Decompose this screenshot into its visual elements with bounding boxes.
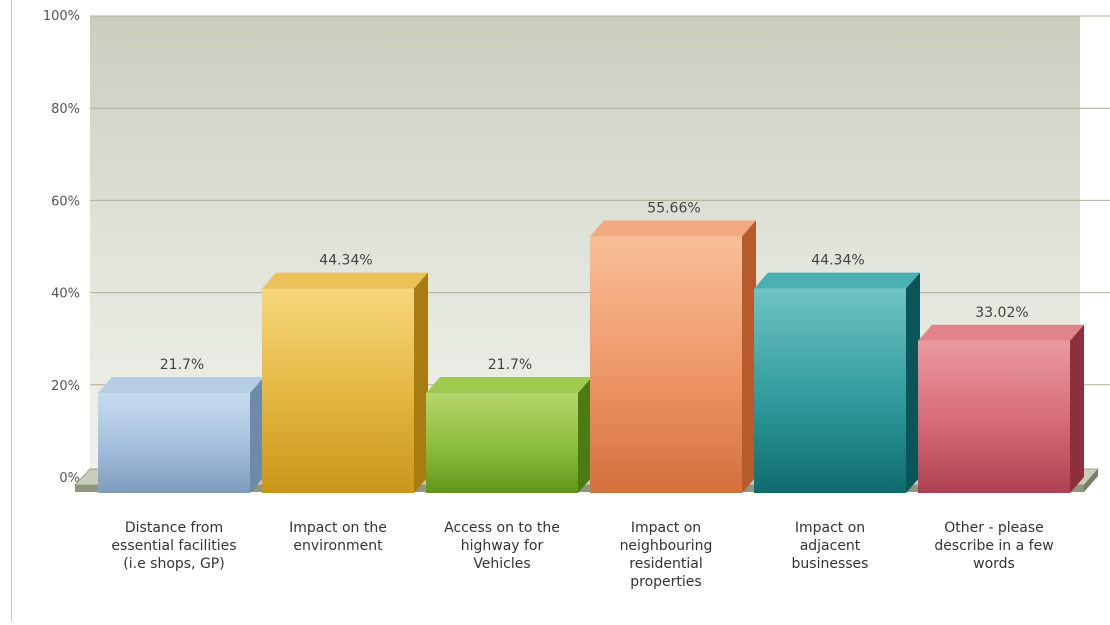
bar-top: [98, 376, 264, 393]
bar-top: [754, 272, 920, 289]
bar-side: [742, 220, 756, 493]
y-tick-label: 80%: [51, 102, 80, 117]
bar-2: [262, 272, 428, 493]
bar-side: [414, 272, 428, 493]
data-label: 55.66%: [647, 200, 700, 216]
bar-1: [98, 376, 264, 493]
left-divider-line: [11, 0, 12, 621]
data-label: 21.7%: [160, 357, 204, 373]
bar-front: [426, 392, 578, 493]
bar-top: [426, 376, 592, 393]
data-label: 44.34%: [319, 253, 372, 269]
x-tick-label: Other - please describe in a few words: [934, 520, 1053, 572]
y-tick-label: 40%: [51, 287, 80, 302]
bar-front: [590, 236, 742, 493]
x-tick-label: Distance from essential facilities (i.e sh…: [111, 520, 236, 572]
bar-5: [754, 272, 920, 493]
bar-side: [906, 272, 920, 493]
y-tick-label: 0%: [59, 471, 80, 486]
bar-front: [918, 340, 1070, 493]
bar-6: [918, 324, 1084, 493]
bar-front: [262, 288, 414, 493]
bar-top: [918, 324, 1084, 341]
bar-top: [262, 272, 428, 289]
bar-front: [98, 392, 250, 493]
y-tick-label: 100%: [43, 9, 80, 24]
bar-3: [426, 376, 592, 493]
data-label: 44.34%: [811, 253, 864, 269]
x-tick-label: Access on to the highway for Vehicles: [444, 520, 560, 572]
bar-4: [590, 220, 756, 493]
data-label: 21.7%: [488, 357, 532, 373]
y-tick-label: 60%: [51, 194, 80, 209]
x-tick-label: Impact on neighbouring residential properti…: [620, 520, 713, 590]
x-tick-label: Impact on adjacent businesses: [792, 520, 869, 572]
data-label: 33.02%: [975, 305, 1028, 321]
bar-top: [590, 220, 756, 237]
y-tick-label: 20%: [51, 379, 80, 394]
x-tick-label: Impact on the environment: [289, 520, 387, 554]
bar-side: [1070, 324, 1084, 493]
bar-front: [754, 288, 906, 493]
bar-side: [578, 376, 592, 493]
bar-side: [250, 376, 264, 493]
floor-side: [1084, 469, 1098, 492]
